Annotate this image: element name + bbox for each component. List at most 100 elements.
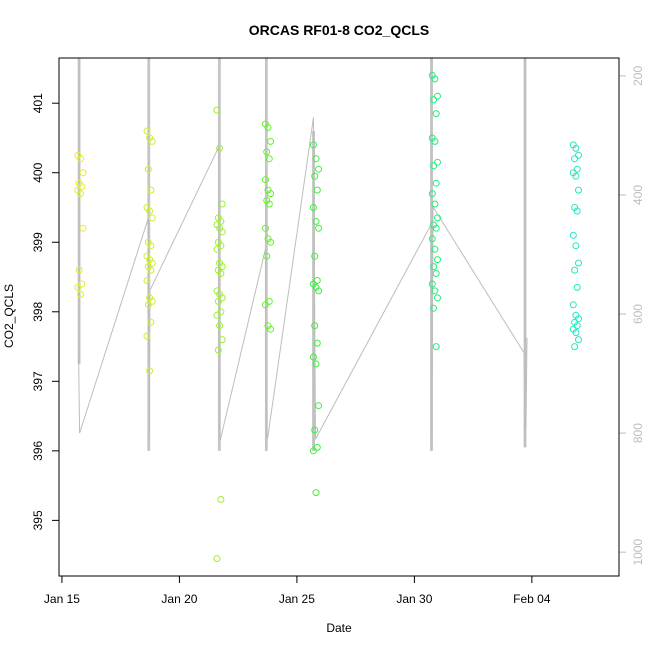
co2-point-RF07-19: [573, 322, 581, 330]
co2-point-RF05-15: [309, 353, 317, 361]
y2-tick-label-3: 800: [631, 423, 645, 443]
co2-point-RF07-10: [569, 231, 577, 239]
y2-tick-label-0: 200: [631, 66, 645, 86]
co2-point-RF02-14: [147, 266, 155, 274]
co2-point-RF05-8: [311, 252, 319, 260]
co2-point-RF05-20: [309, 447, 317, 455]
co2-point-RF05-3: [311, 172, 319, 180]
co2-point-RF05-4: [313, 186, 321, 194]
chart-title: ORCAS RF01-8 CO2_QCLS: [249, 22, 429, 38]
co2-point-RF02-15: [143, 277, 151, 284]
co2-point-RF07-21: [572, 329, 580, 337]
y-tick-label-0: 395: [31, 510, 45, 530]
co2-point-RF01-8: [75, 266, 83, 274]
co2-point-RF03-19: [217, 308, 225, 316]
co2-point-RF03-18: [214, 297, 222, 305]
co2-point-RF03-12: [218, 263, 226, 271]
y-tick-label-6: 401: [31, 93, 45, 113]
co2-point-RF01-2: [79, 169, 87, 177]
y-axis-label: CO2_QCLS: [2, 284, 16, 348]
y-tick-label-4: 399: [31, 232, 45, 252]
co2-point-RF06-2: [434, 92, 441, 100]
x-tick-label-0: Jan 15: [44, 592, 80, 606]
co2-point-RF06-23: [430, 304, 438, 312]
co2-point-RF06-19: [432, 270, 440, 277]
co2-point-RF02-17: [148, 297, 156, 305]
co2-point-RF07-13: [571, 266, 579, 274]
co2-point-RF03-4: [217, 217, 225, 225]
co2-point-RF04-10: [261, 224, 269, 232]
co2-point-RF06-6: [431, 137, 439, 145]
co2-point-RF02-3: [144, 165, 152, 173]
co2-point-RF04-5: [261, 176, 269, 184]
co2-point-RF04-2: [267, 137, 275, 145]
co2-point-RF07-2: [575, 151, 582, 159]
co2-point-RF06-20: [428, 280, 436, 288]
co2-point-RF04-4: [265, 155, 273, 163]
co2-point-RF01-4: [78, 183, 86, 191]
co2-point-RF02-0: [143, 127, 151, 135]
co2-point-RF05-12: [315, 287, 323, 295]
co2-point-RF07-4: [573, 165, 581, 173]
co2-point-RF03-14: [217, 270, 225, 277]
co2-point-RF03-9: [217, 242, 225, 250]
pressure-layer: [77, 58, 528, 451]
axes-layer: Jan 15 Jan 20 Jan 25 Jan 30 Feb 04 395 396 397 3…: [31, 66, 645, 606]
co2-point-RF02-9: [147, 242, 155, 250]
co2-point-RF02-6: [146, 207, 154, 215]
co2-point-RF07-11: [572, 242, 580, 250]
co2-point-RF03-21: [216, 322, 224, 330]
co2-point-RF03-10: [213, 245, 221, 253]
co2-point-RF07-9: [573, 207, 581, 215]
co2-point-RF04-14: [265, 297, 273, 305]
co2-point-RF05-17: [315, 402, 323, 410]
y2-tick-label-1: 400: [631, 185, 645, 205]
co2-point-RF03-17: [218, 294, 226, 302]
co2-point-RF01-7: [79, 224, 87, 232]
x-tick-label-2: Jan 25: [279, 592, 315, 606]
co2-point-RF06-21: [431, 287, 439, 295]
co2-point-RF05-14: [313, 339, 321, 347]
co2-point-RF07-14: [573, 283, 581, 291]
co2-point-RF02-7: [148, 214, 156, 222]
co2-point-RF05-21: [312, 489, 320, 497]
co2-point-RF01-1: [77, 155, 84, 163]
co2-point-RF07-23: [571, 343, 579, 351]
co2-point-RF01-11: [77, 290, 84, 298]
y-tick-label-1: 396: [31, 441, 45, 461]
co2-point-RF04-9: [265, 200, 273, 208]
x-tick-label-1: Jan 20: [161, 592, 197, 606]
co2-point-RF02-19: [147, 318, 155, 326]
co2-point-RF07-17: [575, 315, 582, 323]
co2-point-RF06-16: [431, 245, 439, 253]
points-layer: [74, 71, 582, 563]
co2-point-RF06-12: [434, 214, 441, 222]
co2-point-RF02-4: [147, 186, 155, 194]
co2-point-RF04-12: [267, 238, 275, 246]
co2-point-RF01-10: [74, 283, 82, 291]
co2-point-RF03-25: [213, 555, 221, 563]
co2-point-RF05-5: [309, 204, 317, 211]
co2-point-RF06-4: [432, 110, 440, 118]
co2-point-RF02-2: [148, 137, 156, 145]
pressure-line: [78, 117, 528, 442]
co2-point-RF05-0: [309, 141, 317, 149]
co2-point-RF03-20: [213, 311, 221, 319]
co2-point-RF07-7: [575, 186, 582, 194]
co2-point-RF03-23: [214, 346, 222, 354]
co2-point-RF05-19: [313, 443, 321, 451]
x-axis-label: Date: [326, 621, 352, 635]
co2-point-RF04-3: [263, 148, 271, 156]
co2-point-RF02-21: [146, 367, 154, 375]
co2-point-RF04-7: [267, 190, 275, 198]
co2-point-RF05-9: [313, 277, 321, 284]
co2-point-RF03-2: [218, 200, 226, 208]
co2-point-RF03-22: [218, 336, 226, 344]
co2-point-RF06-8: [430, 162, 438, 170]
x-tick-label-4: Feb 04: [513, 592, 551, 606]
co2-point-RF06-1: [431, 75, 439, 83]
co2-point-RF07-15: [569, 301, 577, 309]
